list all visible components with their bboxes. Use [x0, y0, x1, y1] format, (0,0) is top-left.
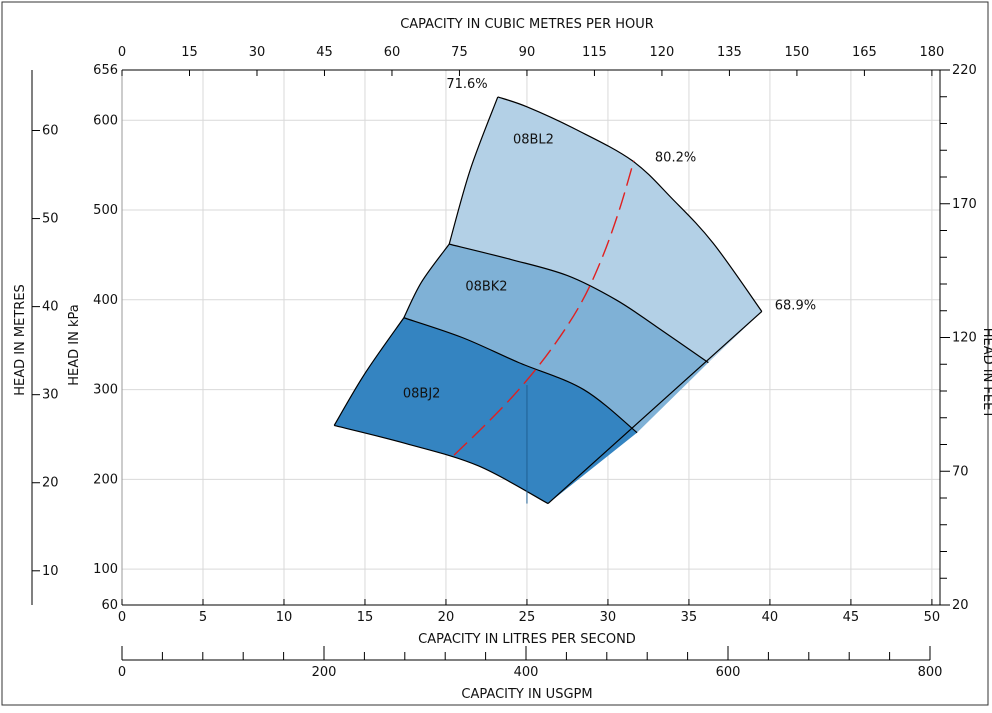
zone-label-08bj2: 08BJ2	[403, 387, 441, 402]
y-metres-tick-label: 60	[42, 124, 59, 139]
y-metres-axis-title: HEAD IN METRES	[13, 284, 28, 396]
zone-boundary-curve	[334, 424, 549, 505]
x-lps-tick-label: 40	[762, 610, 779, 625]
x-m3h-tick-label: 45	[316, 45, 333, 60]
x-lps-tick-label: 15	[357, 610, 374, 625]
labels: 08BL2 08BK2 08BJ2 71.6% 80.2% 68.9%	[403, 77, 816, 402]
zone-boundary-curve	[497, 96, 763, 312]
x-usgpm-axis-title: CAPACITY IN USGPM	[461, 687, 592, 702]
zone-boundary-curve	[403, 243, 450, 319]
operating-zones	[334, 96, 762, 504]
y-feet-tick-label: 20	[952, 598, 969, 613]
y-kpa-tick-label: 600	[93, 113, 118, 128]
zone-boundary-curve	[448, 96, 499, 245]
y-metres-tick-label: 20	[42, 476, 59, 491]
y-feet-tick-label: 220	[952, 63, 977, 78]
axes: 0 5 10 15 20 25 30 35 40 45 500 15 30 45 60 75 90 115 120 1…	[31, 45, 977, 680]
x-lps-tick-label: 10	[276, 610, 293, 625]
x-m3h-axis-title: CAPACITY IN CUBIC METRES PER HOUR	[400, 17, 654, 32]
overlay-lines	[333, 96, 763, 505]
y-metres-tick-label: 10	[42, 564, 59, 579]
x-m3h-tick-label: 75	[451, 45, 468, 60]
y-metres-tick-label: 40	[42, 300, 59, 315]
x-usgpm-tick-label: 800	[918, 665, 943, 680]
x-m3h-tick-label: 15	[181, 45, 198, 60]
x-m3h-tick-label: 135	[717, 45, 742, 60]
y-kpa-tick-label: 100	[93, 562, 118, 577]
zone-boundary-curve	[449, 243, 709, 364]
y-kpa-tick-label: 400	[93, 293, 118, 308]
y-feet-tick-label: 120	[952, 331, 977, 346]
x-m3h-tick-label: 30	[249, 45, 266, 60]
y-metres-tick-label: 50	[42, 212, 59, 227]
x-usgpm-tick-label: 400	[514, 665, 539, 680]
x-usgpm-tick-label: 200	[312, 665, 337, 680]
x-m3h-tick-label: 165	[852, 45, 877, 60]
x-lps-axis-title: CAPACITY IN LITRES PER SECOND	[418, 632, 636, 647]
zone-08bk2	[403, 244, 709, 433]
x-lps-tick-label: 25	[519, 610, 536, 625]
y-kpa-tick-label: 60	[101, 598, 118, 613]
y-feet-tick-label: 170	[952, 197, 977, 212]
y-kpa-axis-title: HEAD IN kPa	[67, 304, 82, 385]
zone-boundary-curve	[403, 317, 638, 434]
y-kpa-tick-label: 200	[93, 472, 118, 487]
x-lps-tick-label: 20	[438, 610, 455, 625]
efficiency-label: 71.6%	[446, 77, 487, 92]
x-m3h-tick-label: 150	[785, 45, 810, 60]
x-usgpm-tick-label: 600	[716, 665, 741, 680]
x-m3h-tick-label: 90	[519, 45, 536, 60]
x-m3h-tick-label: 120	[650, 45, 675, 60]
x-m3h-tick-label: 0	[118, 45, 126, 60]
x-lps-tick-label: 5	[199, 610, 207, 625]
zone-boundary-curve	[333, 317, 405, 426]
x-m3h-tick-label: 60	[384, 45, 401, 60]
x-lps-tick-label: 45	[843, 610, 860, 625]
zone-08bl2	[449, 96, 762, 363]
zone-08bj2	[334, 317, 638, 504]
zone-label-08bk2: 08BK2	[465, 280, 507, 295]
zone-right-edge	[547, 311, 763, 505]
x-lps-tick-label: 35	[681, 610, 698, 625]
zone-label-08bl2: 08BL2	[513, 133, 554, 148]
x-m3h-tick-label: 180	[919, 45, 944, 60]
x-m3h-tick-label: 115	[582, 45, 607, 60]
y-metres-tick-label: 30	[42, 388, 59, 403]
x-usgpm-tick-label: 0	[118, 665, 126, 680]
x-lps-tick-label: 0	[118, 610, 126, 625]
y-kpa-tick-label: 656	[93, 63, 118, 78]
y-kpa-tick-label: 500	[93, 203, 118, 218]
efficiency-label: 68.9%	[775, 299, 816, 314]
y-feet-axis-title: HEAD IN FEET	[980, 328, 992, 419]
y-kpa-tick-label: 300	[93, 383, 118, 398]
efficiency-label: 80.2%	[655, 150, 696, 165]
y-feet-tick-label: 70	[952, 464, 969, 479]
x-lps-tick-label: 30	[600, 610, 617, 625]
x-lps-tick-label: 50	[924, 610, 941, 625]
